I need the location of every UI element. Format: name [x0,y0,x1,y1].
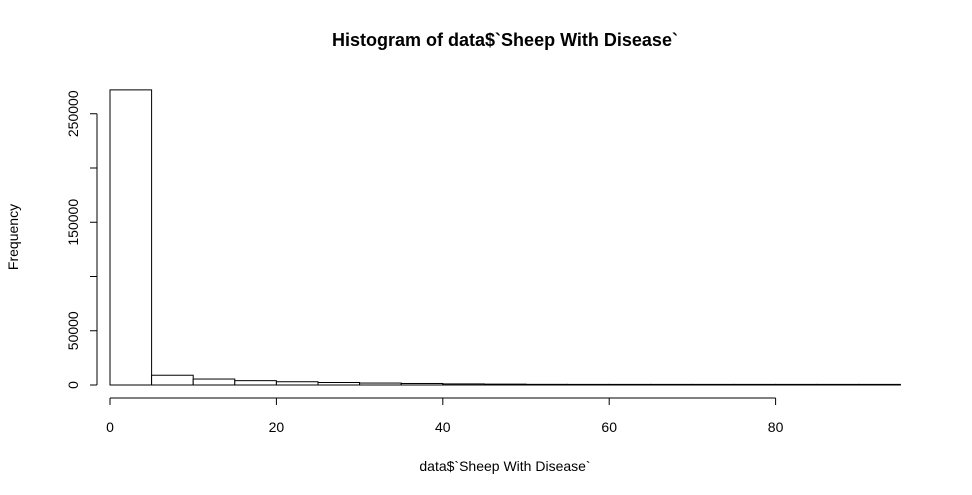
y-tick-label: 150000 [65,199,81,246]
histogram-bar [275,381,319,386]
y-tick-label: 0 [65,381,81,389]
histogram-bar [317,382,361,386]
chart-title: Histogram of data$`Sheep With Disease` [332,30,678,50]
histogram-bar [483,383,527,386]
histogram-bar [234,380,277,386]
x-tick-label: 80 [768,419,784,435]
histogram-bar [109,89,153,386]
histogram-bar [400,382,444,386]
y-tick-label: 50000 [65,311,81,350]
x-tick-label: 20 [269,419,285,435]
histogram-bar [525,383,569,386]
y-tick-label: 250000 [65,90,81,137]
histogram-bar [733,383,777,386]
histogram-bar [442,383,485,386]
histogram-bar [650,383,693,386]
histogram-bar [816,383,860,386]
histogram-bar [775,383,818,386]
x-axis-label: data$`Sheep With Disease` [419,458,590,474]
x-axis: 0 20 40 60 80 [106,397,784,435]
histogram-bar [151,374,194,386]
histogram-bar [192,378,236,386]
x-tick-label: 40 [435,419,451,435]
x-tick-label: 0 [106,419,114,435]
y-axis-label: Frequency [5,204,21,270]
histogram-bar [359,382,402,386]
histogram-bar [691,383,735,386]
bars-group [109,89,901,386]
y-axis: 0 50000 150000 250000 [65,90,98,389]
histogram-bar [858,383,901,386]
histogram-bar [608,383,652,386]
histogram-bar [567,383,610,386]
x-tick-label: 60 [601,419,617,435]
